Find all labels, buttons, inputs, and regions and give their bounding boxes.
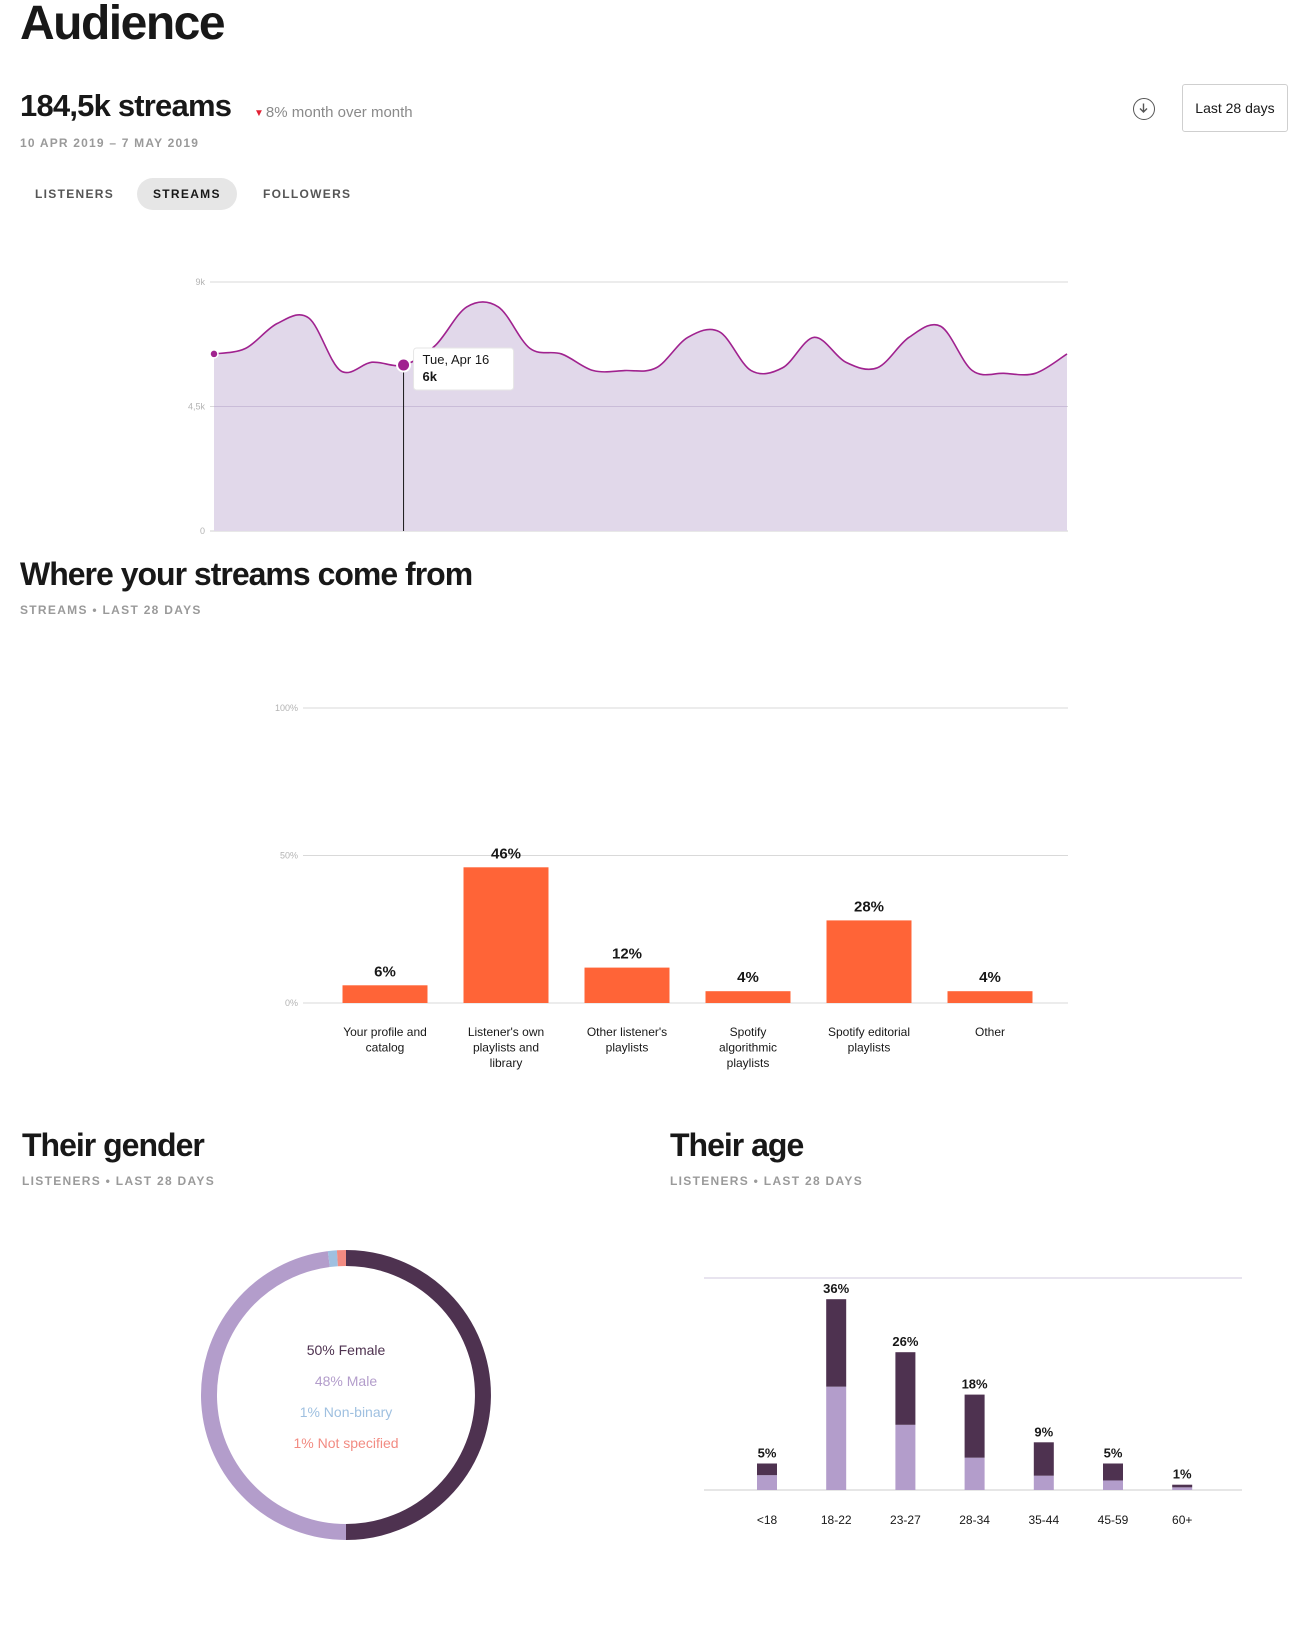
tab-listeners[interactable]: LISTENERS: [35, 187, 115, 201]
down-triangle-icon: ▼: [254, 108, 264, 119]
tab-streams[interactable]: STREAMS: [137, 178, 237, 210]
y-tick-label: 4,5k: [188, 402, 206, 412]
category-label: playlists: [727, 1056, 770, 1070]
legend-nonbinary: 1% Non-binary: [299, 1404, 393, 1420]
bar-value-label: 28%: [854, 898, 884, 915]
data-point: [209, 349, 219, 359]
age-bar-segment: [895, 1352, 916, 1425]
page-title: Audience: [20, 0, 226, 50]
y-tick-label: 0: [200, 526, 205, 536]
age-value-label: 26%: [892, 1334, 918, 1349]
streams-area: [214, 301, 1067, 531]
age-bar-segment: [1172, 1487, 1193, 1490]
date-period-selector[interactable]: Last 28 days: [1182, 84, 1288, 132]
category-label: algorithmic: [719, 1041, 777, 1055]
age-bar-segment: [757, 1475, 777, 1490]
age-value-label: 18%: [962, 1377, 988, 1392]
bar: [705, 991, 791, 1003]
y-tick-label: 9k: [195, 277, 205, 287]
hover-point: [396, 357, 412, 373]
age-bar-segment: [1172, 1484, 1193, 1488]
legend-female: 50% Female: [306, 1342, 386, 1358]
category-label: playlists: [848, 1041, 891, 1055]
streams-line: [213, 301, 1068, 376]
bar: [947, 991, 1033, 1003]
category-label: library: [490, 1056, 523, 1070]
age-value-label: 5%: [758, 1446, 777, 1461]
legend-not-specified: 1% Not specified: [293, 1435, 399, 1451]
sources-subtitle: STREAMS • LAST 28 DAYS: [20, 603, 202, 617]
age-value-label: 1%: [1173, 1467, 1192, 1482]
age-title: Their age: [670, 1127, 804, 1163]
category-label: Spotify: [730, 1025, 767, 1039]
category-label: playlists: [606, 1041, 649, 1055]
donut-slice: [327, 1250, 338, 1268]
gender-subtitle: LISTENERS • LAST 28 DAYS: [22, 1174, 215, 1188]
month-over-month-change: ▼ 8% month over month: [254, 104, 413, 121]
bar-value-label: 6%: [374, 963, 396, 980]
age-category-label: 23-27: [890, 1513, 921, 1527]
age-value-label: 5%: [1104, 1446, 1123, 1461]
bar-value-label: 12%: [612, 946, 642, 963]
category-label: catalog: [366, 1041, 405, 1055]
age-category-label: 18-22: [821, 1513, 852, 1527]
download-button[interactable]: [1133, 98, 1155, 120]
category-label: Other: [975, 1025, 1005, 1039]
bar-value-label: 46%: [491, 845, 521, 862]
category-label: Your profile and: [343, 1025, 427, 1039]
age-subtitle: LISTENERS • LAST 28 DAYS: [670, 1174, 863, 1188]
age-category-label: <18: [757, 1513, 778, 1527]
donut-slice: [201, 1251, 347, 1540]
legend-male: 48% Male: [314, 1373, 378, 1389]
age-bar-segment: [826, 1386, 847, 1490]
age-bar-segment: [1033, 1442, 1054, 1476]
category-label: Other listener's: [587, 1025, 667, 1039]
streams-total: 184,5k streams: [20, 88, 232, 123]
age-category-label: 45-59: [1098, 1513, 1129, 1527]
streams-area-chart[interactable]: 0 4,5k 9k Tue, Apr 16 6k: [0, 260, 1293, 545]
age-bar-segment: [757, 1463, 777, 1476]
y-tick-label: 0%: [285, 998, 298, 1008]
donut-slice: [345, 1250, 491, 1540]
age-value-label: 36%: [823, 1281, 849, 1296]
bar: [342, 985, 428, 1003]
age-bar-chart: 5% <18 36% 18-22 26% 23-27 18% 28-34 9% 35-44 5% 45…: [704, 1277, 1242, 1527]
tooltip-box: [413, 347, 515, 391]
date-range: 10 APR 2019 – 7 MAY 2019: [20, 136, 200, 150]
age-bar-segment: [1033, 1475, 1054, 1490]
sources-bar-chart: 0% 50% 100% 6% Your profile and catalog 46% Lis…: [275, 703, 1068, 1070]
tooltip-date: Tue, Apr 16: [423, 352, 490, 367]
age-bar-segment: [964, 1394, 985, 1458]
gender-legend: 50% Female 48% Male 1% Non-binary 1% Not…: [225, 1335, 467, 1459]
age-bar-segment: [964, 1457, 985, 1490]
bar: [584, 967, 670, 1003]
tooltip-value: 6k: [423, 369, 438, 384]
age-bar-segment: [1103, 1463, 1123, 1481]
age-category-label: 60+: [1172, 1513, 1192, 1527]
age-bar-segment: [1103, 1480, 1123, 1490]
category-label: Spotify editorial: [828, 1025, 910, 1039]
y-tick-label: 100%: [275, 703, 298, 713]
bar: [463, 867, 549, 1003]
bar-value-label: 4%: [979, 969, 1001, 986]
age-bar-segment: [826, 1299, 847, 1387]
tab-followers[interactable]: FOLLOWERS: [263, 187, 352, 201]
age-value-label: 9%: [1034, 1424, 1053, 1439]
age-category-label: 35-44: [1028, 1513, 1059, 1527]
change-text: 8% month over month: [265, 104, 413, 121]
age-bar-segment: [895, 1424, 916, 1490]
gender-donut-chart: [201, 1250, 491, 1540]
sources-title: Where your streams come from: [20, 556, 473, 592]
bar-value-label: 4%: [737, 969, 759, 986]
category-label: playlists and: [473, 1041, 539, 1055]
gender-title: Their gender: [22, 1127, 205, 1163]
y-tick-label: 50%: [280, 851, 298, 861]
bar: [826, 920, 912, 1003]
category-label: Listener's own: [468, 1025, 544, 1039]
download-icon: [1139, 103, 1148, 113]
age-category-label: 28-34: [959, 1513, 990, 1527]
